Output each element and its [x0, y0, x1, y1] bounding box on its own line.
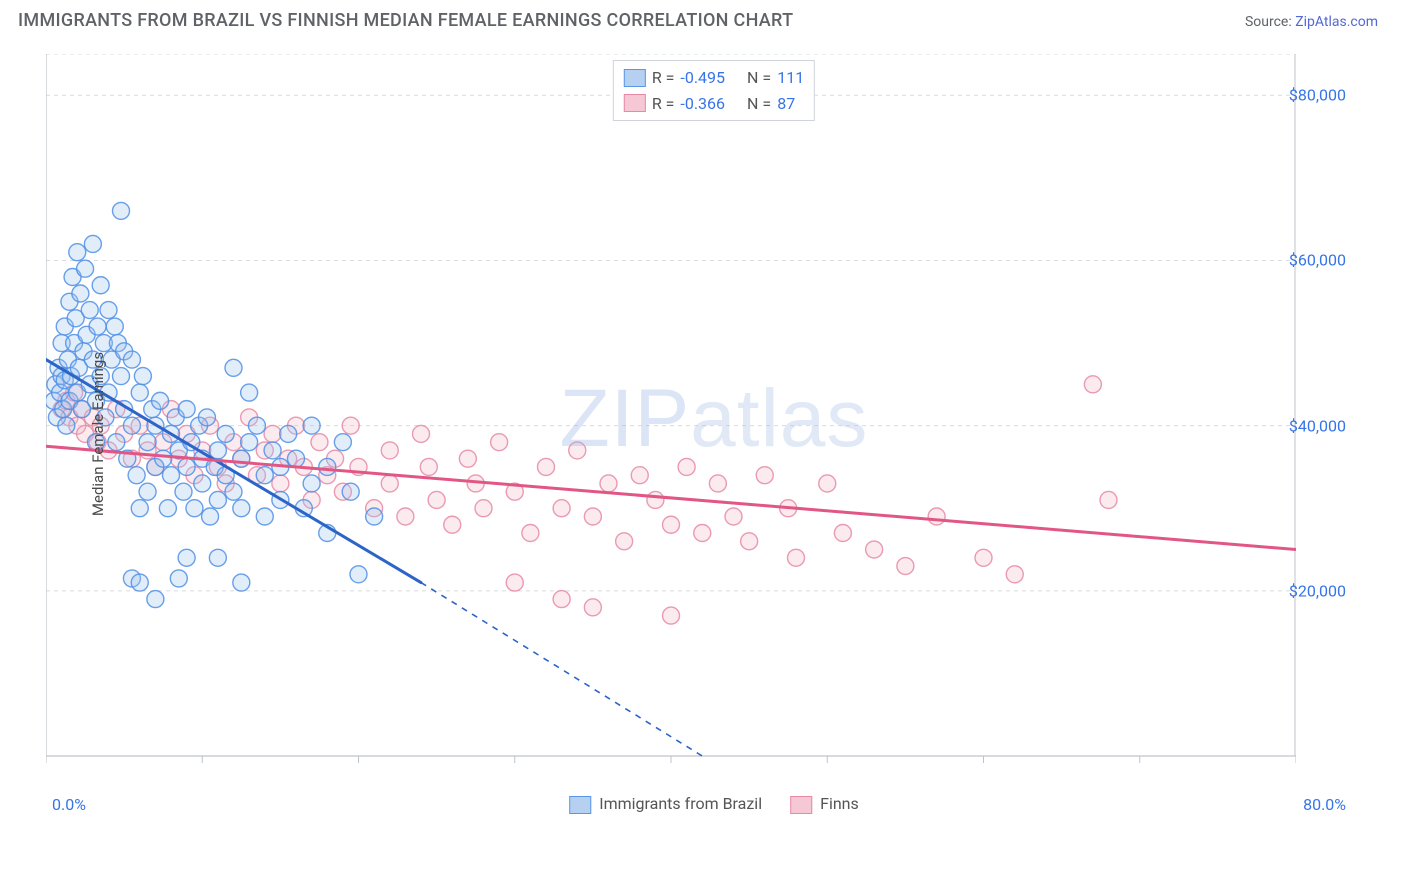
y-axis-label: Median Female Earnings: [89, 352, 107, 516]
chart-source: Source: ZipAtlas.com: [1245, 14, 1378, 30]
series-legend: Immigrants from Brazil Finns: [569, 794, 859, 814]
legend-row-1: R = -0.366 N = 87: [624, 91, 804, 117]
scatter-chart-svg: [46, 54, 1296, 784]
x-axis-max-label: 80.0%: [1303, 795, 1346, 814]
legend-swatch-brazil: [624, 69, 646, 87]
legend-swatch-icon: [569, 796, 591, 814]
legend-swatch-finns: [624, 94, 646, 112]
y-tick-label: $20,000: [1289, 581, 1346, 600]
legend-item-finns: Finns: [790, 794, 859, 814]
y-tick-label: $60,000: [1289, 251, 1346, 270]
correlation-legend: R = -0.495 N = 111 R = -0.366 N = 87: [613, 60, 815, 121]
x-axis-min-label: 0.0%: [52, 795, 86, 814]
y-tick-label: $80,000: [1289, 86, 1346, 105]
legend-swatch-icon: [790, 796, 812, 814]
legend-item-brazil: Immigrants from Brazil: [569, 794, 762, 814]
source-link[interactable]: ZipAtlas.com: [1295, 14, 1378, 30]
legend-row-0: R = -0.495 N = 111: [624, 65, 804, 91]
chart-header: IMMIGRANTS FROM BRAZIL VS FINNISH MEDIAN…: [0, 0, 1406, 37]
y-tick-label: $40,000: [1289, 416, 1346, 435]
chart-title: IMMIGRANTS FROM BRAZIL VS FINNISH MEDIAN…: [18, 10, 793, 31]
plot-area: Median Female Earnings ZIPatlas R = -0.4…: [46, 54, 1382, 814]
